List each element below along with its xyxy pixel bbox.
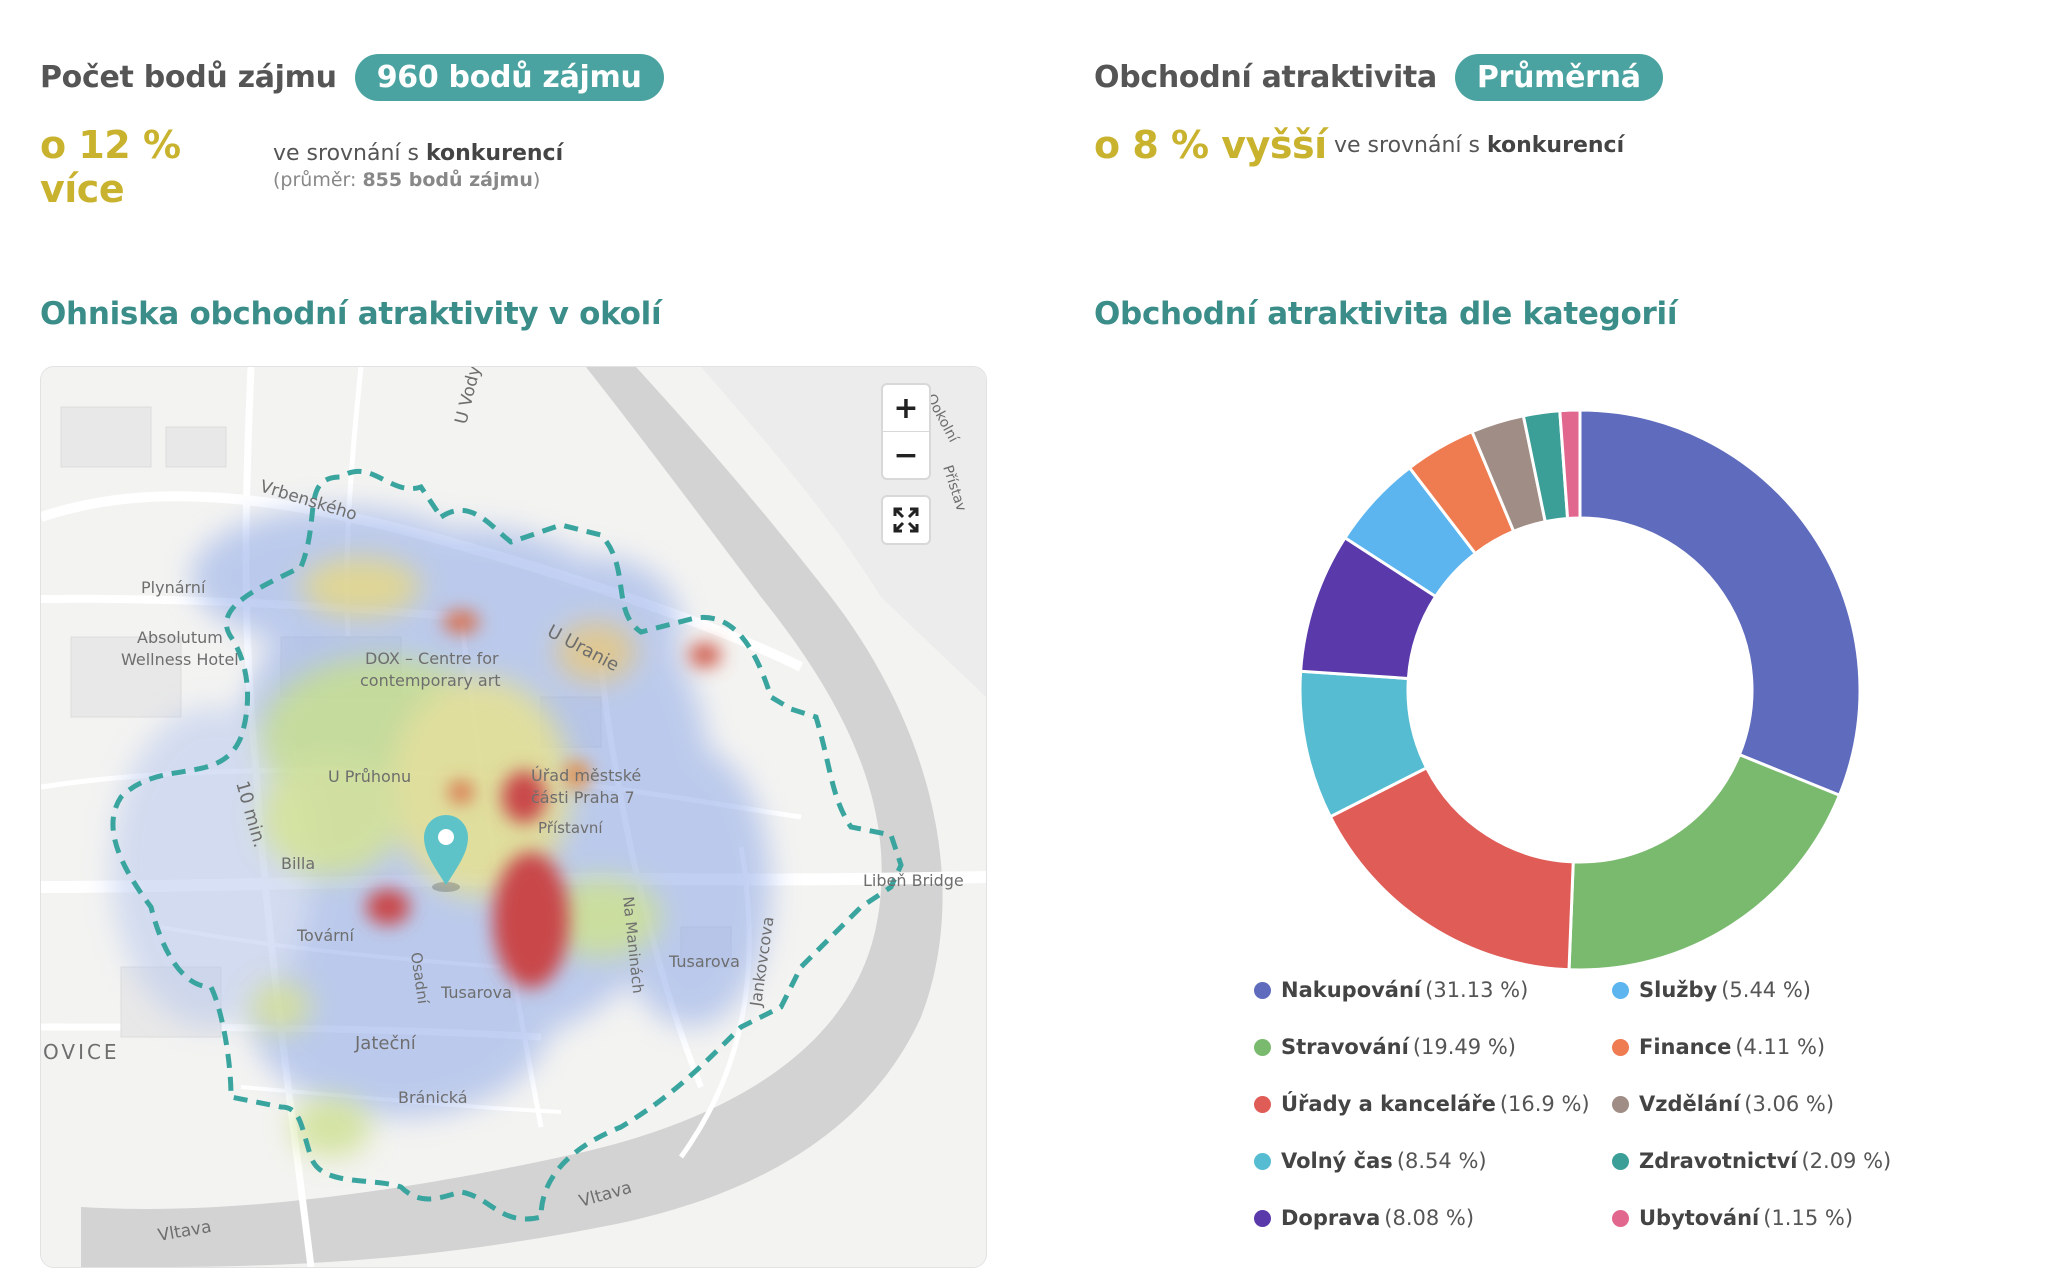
fullscreen-button[interactable] bbox=[881, 495, 931, 545]
legend-percent: (8.54 %) bbox=[1396, 1149, 1487, 1173]
poi-compare: ve srovnání s konkurencí (průměr: 855 bo… bbox=[273, 140, 563, 194]
chart-title: Obchodní atraktivita dle kategorií bbox=[1094, 296, 1678, 332]
poi-compare-bold: konkurencí bbox=[425, 141, 564, 166]
legend-item[interactable]: Finance (4.11 %) bbox=[1612, 1035, 1825, 1059]
legend-item[interactable]: Zdravotnictví (2.09 %) bbox=[1612, 1149, 1891, 1173]
heatmap-map[interactable]: U Vody Vrbenského Plynární Absolutum Wel… bbox=[40, 366, 987, 1268]
legend-percent: (4.11 %) bbox=[1735, 1035, 1826, 1059]
legend-color-dot bbox=[1254, 1038, 1271, 1056]
map-label-ovice: OVICE bbox=[43, 1040, 120, 1064]
legend-percent: (2.09 %) bbox=[1801, 1149, 1892, 1173]
legend-color-dot bbox=[1612, 1038, 1629, 1056]
legend-item[interactable]: Ubytování (1.15 %) bbox=[1612, 1206, 1853, 1230]
map-label-jatecni: Jateční bbox=[354, 1033, 417, 1054]
legend-item[interactable]: Vzdělání (3.06 %) bbox=[1612, 1092, 1834, 1116]
donut-slice-2[interactable] bbox=[1567, 752, 1842, 972]
legend-percent: (1.15 %) bbox=[1763, 1206, 1854, 1230]
poi-diff: o 12 % více bbox=[40, 123, 181, 211]
attractiveness-metric: Obchodní atraktivita Průměrná o 8 % vyšš… bbox=[1094, 54, 1663, 167]
legend-color-dot bbox=[1254, 981, 1271, 999]
legend-name: Zdravotnictví bbox=[1639, 1149, 1798, 1173]
legend-name: Úřady a kanceláře bbox=[1281, 1092, 1496, 1116]
poi-compare-text: ve srovnání s bbox=[273, 141, 426, 166]
map-label-tusarova-right: Tusarova bbox=[668, 952, 740, 971]
map-label-branicka: Bránická bbox=[398, 1088, 468, 1107]
map-label-pristavni: Přístavní bbox=[538, 819, 603, 837]
map-label-urad1: Úřad městské bbox=[531, 766, 641, 785]
map-label-wellness: Wellness Hotel bbox=[121, 650, 239, 669]
legend-percent: (16.9 %) bbox=[1499, 1092, 1590, 1116]
donut-slice-10[interactable] bbox=[1558, 408, 1582, 521]
legend-name: Volný čas bbox=[1281, 1149, 1393, 1173]
legend-percent: (31.13 %) bbox=[1425, 978, 1529, 1002]
zoom-out-button[interactable]: − bbox=[883, 431, 929, 478]
legend-name: Služby bbox=[1639, 978, 1718, 1002]
map-title: Ohniska obchodní atraktivity v okolí bbox=[40, 296, 662, 332]
legend-name: Stravování bbox=[1281, 1035, 1409, 1059]
attractiveness-label: Obchodní atraktivita bbox=[1094, 60, 1437, 95]
poi-avg-value: 855 bodů zájmu bbox=[362, 169, 533, 191]
legend-name: Nakupování bbox=[1281, 978, 1422, 1002]
legend-name: Finance bbox=[1639, 1035, 1732, 1059]
attractiveness-compare-bold: konkurencí bbox=[1486, 132, 1625, 158]
legend-color-dot bbox=[1254, 1209, 1271, 1227]
map-label-liben-bridge: Libeň Bridge bbox=[863, 871, 964, 890]
attractiveness-compare: ve srovnání s konkurencí bbox=[1334, 132, 1624, 159]
poi-avg-prefix: (průměr: bbox=[273, 169, 363, 191]
map-label-plynarni: Plynární bbox=[141, 578, 206, 597]
legend-color-dot bbox=[1612, 981, 1629, 999]
legend-item[interactable]: Nakupování (31.13 %) bbox=[1254, 978, 1528, 1002]
zoom-in-button[interactable]: + bbox=[893, 390, 919, 426]
map-label-billa: Billa bbox=[281, 854, 315, 873]
map-label-urad2: části Praha 7 bbox=[531, 788, 635, 807]
map-label-tusarova-left: Tusarova bbox=[440, 983, 512, 1002]
legend-color-dot bbox=[1612, 1152, 1629, 1170]
expand-arrows-icon bbox=[893, 507, 919, 533]
poi-label: Počet bodů zájmu bbox=[40, 60, 337, 95]
poi-avg-suffix: ) bbox=[532, 169, 541, 191]
legend-name: Vzdělání bbox=[1639, 1092, 1741, 1116]
zoom-control: + − bbox=[881, 383, 931, 480]
legend-percent: (5.44 %) bbox=[1721, 978, 1811, 1002]
legend-name: Ubytování bbox=[1639, 1206, 1760, 1230]
attractiveness-diff: o 8 % vyšší bbox=[1094, 123, 1327, 167]
heat-hot bbox=[366, 611, 721, 988]
legend-item[interactable]: Stravování (19.49 %) bbox=[1254, 1035, 1516, 1059]
legend-color-dot bbox=[1254, 1095, 1271, 1113]
legend-item[interactable]: Úřady a kanceláře (16.9 %) bbox=[1254, 1092, 1590, 1116]
legend-color-dot bbox=[1612, 1095, 1629, 1113]
map-label-absolutum: Absolutum bbox=[137, 628, 223, 647]
legend-percent: (8.08 %) bbox=[1384, 1206, 1475, 1230]
location-pin-icon[interactable] bbox=[424, 815, 468, 892]
attractiveness-badge: Průměrná bbox=[1454, 54, 1663, 101]
legend-color-dot bbox=[1612, 1209, 1629, 1227]
legend-item[interactable]: Služby (5.44 %) bbox=[1612, 978, 1811, 1002]
isochrone-10min bbox=[110, 468, 904, 1222]
map-label-tovarni: Tovární bbox=[296, 926, 355, 945]
donut-slice-3[interactable] bbox=[1328, 765, 1575, 972]
map-label-dox1: DOX – Centre for bbox=[365, 649, 499, 668]
legend-color-dot bbox=[1254, 1152, 1271, 1170]
legend-name: Doprava bbox=[1281, 1206, 1381, 1230]
map-label-dox2: contemporary art bbox=[360, 671, 501, 690]
attractiveness-compare-text: ve srovnání s bbox=[1334, 132, 1487, 158]
legend-percent: (3.06 %) bbox=[1744, 1092, 1835, 1116]
legend-item[interactable]: Doprava (8.08 %) bbox=[1254, 1206, 1474, 1230]
poi-badge: 960 bodů zájmu bbox=[354, 54, 664, 101]
legend-item[interactable]: Volný čas (8.54 %) bbox=[1254, 1149, 1487, 1173]
poi-metric: Počet bodů zájmu 960 bodů zájmu o 12 % v… bbox=[40, 54, 664, 211]
donut-slice-1[interactable] bbox=[1578, 408, 1862, 798]
legend-percent: (19.49 %) bbox=[1412, 1035, 1516, 1059]
donut-chart bbox=[1298, 408, 1862, 972]
map-label-u-pruhonu: U Průhonu bbox=[328, 767, 411, 786]
